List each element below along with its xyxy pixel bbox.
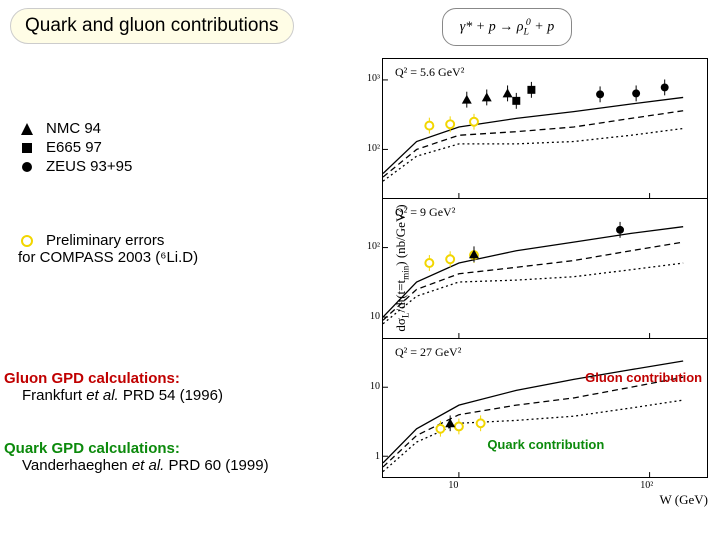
legend: NMC 94 E665 97 ZEUS 93+95 bbox=[18, 120, 132, 177]
y-tick-label: 10² bbox=[364, 143, 380, 154]
x-axis-label: W (GeV) bbox=[660, 492, 709, 538]
gluon-calc-header: Gluon GPD calculations: bbox=[4, 370, 223, 387]
cross-section-chart: dσL/dt(t=tmin) (nb/GeV²)Q² = 5.6 GeV²10²… bbox=[342, 58, 712, 516]
x-tick-label: 10 bbox=[448, 480, 458, 491]
x-tick-label: 10² bbox=[640, 480, 653, 491]
slide-title: Quark and gluon contributions bbox=[10, 8, 294, 44]
preliminary-note: Preliminary errors for COMPASS 2003 (⁶Li… bbox=[18, 232, 198, 266]
q2-label: Q² = 27 GeV² bbox=[395, 345, 461, 360]
quark-calc-header: Quark GPD calculations: bbox=[4, 440, 269, 457]
y-tick-label: 10³ bbox=[364, 73, 380, 84]
square-icon bbox=[18, 141, 36, 155]
chart-panel: Q² = 27 GeV² Gluon contribution Quark cont… bbox=[382, 338, 708, 478]
y-tick-label: 10 bbox=[364, 311, 380, 322]
q2-label: Q² = 5.6 GeV² bbox=[395, 65, 464, 80]
legend-label: E665 97 bbox=[46, 139, 102, 156]
open-circle-icon bbox=[18, 234, 36, 248]
chart-panel: Q² = 5.6 GeV² bbox=[382, 58, 708, 198]
circle-icon bbox=[18, 160, 36, 174]
gluon-calc-ref: Frankfurt et al. PRD 54 (1996) bbox=[22, 387, 223, 404]
quark-calc-note: Quark GPD calculations: Vanderhaeghen et… bbox=[4, 440, 269, 474]
y-tick-label: 10² bbox=[364, 241, 380, 252]
q2-label: Q² = 9 GeV² bbox=[395, 205, 455, 220]
reaction-formula: γ* + p → ρL0 + p bbox=[442, 8, 572, 46]
chart-panel: Q² = 9 GeV² bbox=[382, 198, 708, 338]
legend-label: ZEUS 93+95 bbox=[46, 158, 132, 175]
triangle-icon bbox=[18, 122, 36, 136]
y-tick-label: 10 bbox=[364, 381, 380, 392]
gluon-calc-note: Gluon GPD calculations: Frankfurt et al.… bbox=[4, 370, 223, 404]
quark-calc-ref: Vanderhaeghen et al. PRD 60 (1999) bbox=[22, 457, 269, 474]
gluon-annotation: Gluon contribution bbox=[585, 370, 702, 385]
quark-annotation: Quark contribution bbox=[487, 437, 604, 452]
prelim-line1: Preliminary errors bbox=[46, 232, 164, 249]
prelim-line2: for COMPASS 2003 (⁶Li.D) bbox=[18, 249, 198, 266]
y-tick-label: 1 bbox=[364, 451, 380, 462]
legend-label: NMC 94 bbox=[46, 120, 101, 137]
